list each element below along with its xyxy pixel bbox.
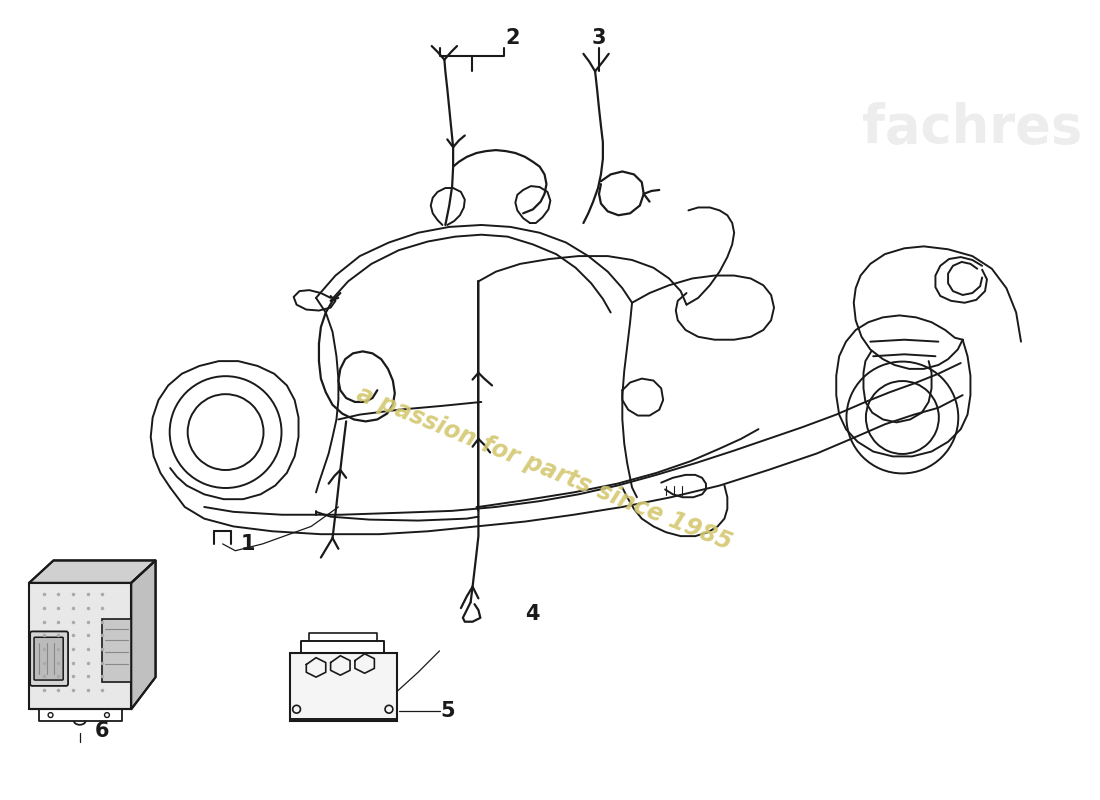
Polygon shape (30, 561, 155, 583)
Text: fachres: fachres (862, 102, 1082, 154)
Text: 5: 5 (440, 701, 454, 721)
Text: 6: 6 (95, 721, 109, 741)
Text: a passion for parts since 1985: a passion for parts since 1985 (353, 382, 736, 554)
FancyBboxPatch shape (34, 638, 63, 680)
Bar (30, 583, 131, 710)
Text: 1: 1 (241, 534, 255, 554)
Bar (289, 653, 397, 721)
FancyBboxPatch shape (30, 631, 68, 686)
Text: 2: 2 (505, 28, 519, 48)
Bar (102, 618, 131, 682)
Polygon shape (131, 561, 155, 710)
Text: 4: 4 (526, 604, 540, 624)
Text: 3: 3 (592, 28, 606, 48)
